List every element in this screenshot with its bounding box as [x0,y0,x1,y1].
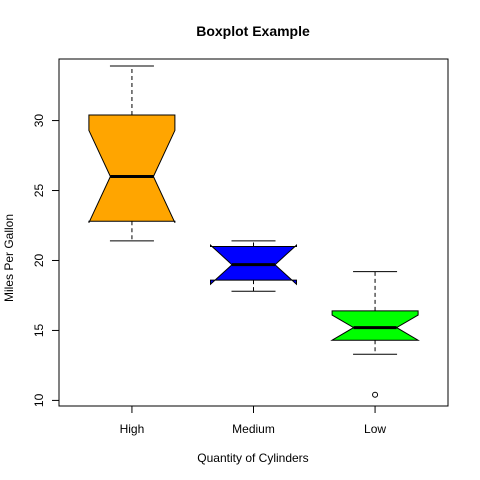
outlier-point [372,391,379,398]
boxes-layer [88,65,420,398]
x-tick-label: Low [364,422,386,436]
y-axis-label: Miles Per Gallon [2,214,16,302]
y-tick-label: 15 [32,323,46,337]
x-axis-label: Quantity of Cylinders [197,451,308,465]
x-tick-label: Medium [232,422,275,436]
box-medium [210,240,297,292]
x-axis: High Medium Low [120,405,386,436]
y-tick-label: 30 [32,114,46,128]
notched-box [88,114,176,223]
box-low [330,271,420,398]
y-tick-label: 10 [32,393,46,407]
y-tick-label: 25 [32,184,46,198]
y-axis: 10 15 20 25 30 [32,114,60,407]
y-tick-label: 20 [32,253,46,267]
chart-title: Boxplot Example [196,23,310,39]
notched-box [330,310,420,341]
x-tick-label: High [120,422,145,436]
box-high [88,65,176,242]
